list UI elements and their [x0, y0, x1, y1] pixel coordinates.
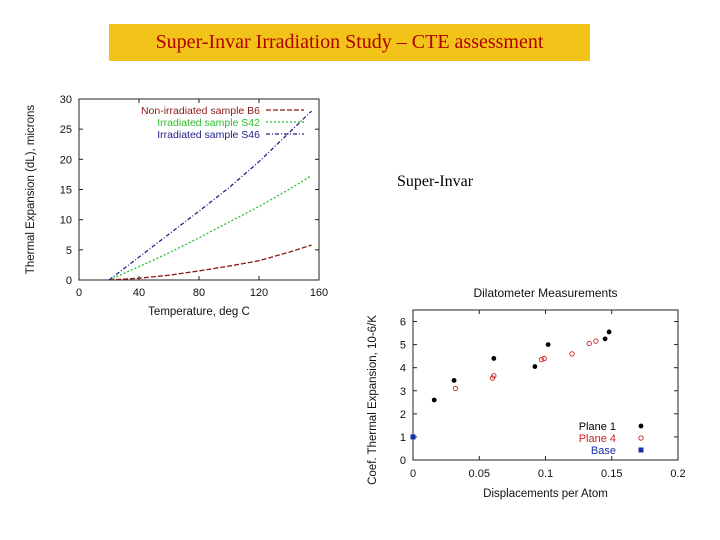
y-axis-label: Coef. Thermal Expansion, 10-6/K: [367, 315, 379, 485]
y-tick-label: 5: [66, 245, 72, 257]
y-tick-label: 0: [400, 455, 406, 467]
data-point-plane-1: [491, 356, 497, 361]
y-tick-label: 2: [400, 409, 406, 421]
slide-title: Super-Invar Irradiation Study – CTE asse…: [109, 24, 590, 61]
y-tick-label: 1: [400, 432, 406, 444]
data-point-plane-4: [491, 373, 497, 379]
x-tick-label: 0.15: [601, 468, 622, 480]
y-tick-label: 10: [60, 215, 72, 227]
x-tick-label: 0.2: [670, 468, 685, 480]
x-axis-label: Displacements per Atom: [483, 488, 608, 500]
data-point-plane-1: [451, 377, 457, 383]
y-tick-label: 0: [66, 275, 72, 287]
y-axis-label: Thermal Expansion (dL), microns: [25, 105, 37, 275]
legend-label: Base: [591, 445, 616, 457]
data-point-plane-4: [593, 338, 599, 344]
data-point-plane-1: [532, 364, 538, 369]
series-line-1: [108, 244, 312, 281]
y-tick-label: 6: [400, 317, 406, 329]
series-line-3: [108, 110, 312, 281]
y-tick-label: 25: [60, 124, 72, 136]
data-point-plane-4: [538, 356, 545, 363]
x-tick-label: 160: [310, 287, 328, 299]
legend-marker: [638, 423, 644, 429]
legend-label: Plane 4: [579, 433, 616, 445]
data-point-plane-4: [586, 340, 592, 347]
x-tick-label: 0: [410, 468, 416, 480]
y-tick-label: 15: [60, 185, 72, 197]
y-tick-label: 3: [400, 386, 406, 398]
y-tick-label: 30: [60, 94, 72, 106]
legend-label: Irradiated sample S42: [157, 117, 260, 129]
data-point-plane-1: [606, 329, 612, 335]
x-tick-label: 0: [76, 287, 82, 299]
legend-marker: [638, 435, 644, 441]
x-tick-label: 80: [193, 287, 205, 299]
x-tick-label: 120: [250, 287, 268, 299]
y-tick-label: 20: [60, 154, 72, 166]
chart-title: Dilatometer Measurements: [473, 286, 617, 300]
data-point-plane-4: [569, 351, 575, 357]
legend-label: Plane 1: [579, 421, 616, 433]
x-axis-label: Temperature, deg C: [148, 306, 250, 318]
legend-label: Non-irradiated sample B6: [141, 105, 260, 117]
material-caption: Super-Invar: [397, 173, 474, 190]
data-point-base: [410, 434, 416, 440]
data-point-plane-4: [452, 385, 459, 392]
data-point-plane-4: [541, 355, 547, 362]
legend-marker: [638, 447, 644, 453]
y-tick-label: 4: [400, 363, 406, 375]
x-tick-label: 0.1: [538, 468, 553, 480]
plot-frame: [412, 309, 679, 461]
data-point-plane-1: [602, 336, 608, 342]
x-tick-label: 0.05: [469, 468, 490, 480]
data-point-plane-1: [545, 342, 551, 348]
data-point-plane-1: [431, 397, 437, 403]
legend-label: Irradiated sample S46: [157, 129, 260, 141]
y-tick-label: 5: [400, 340, 406, 352]
x-tick-label: 40: [133, 287, 145, 299]
series-line-2: [108, 175, 312, 281]
